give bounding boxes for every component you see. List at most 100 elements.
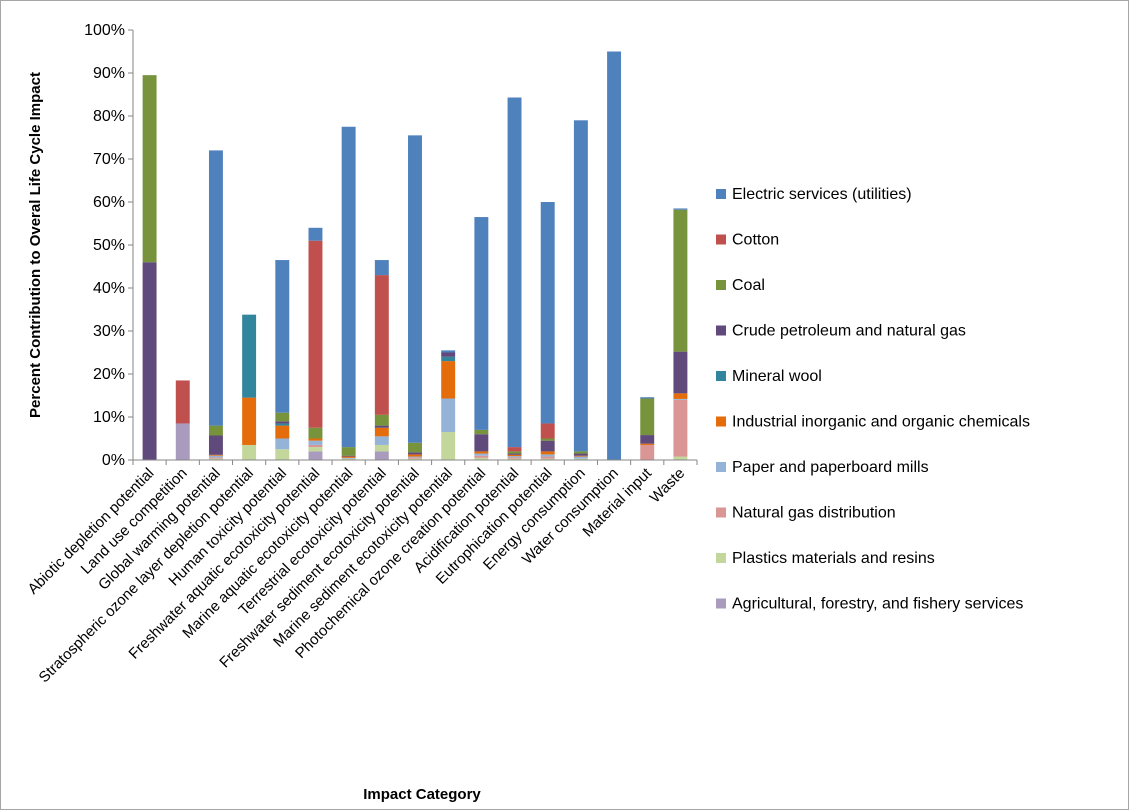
bar-segment bbox=[275, 412, 290, 422]
bar-segment bbox=[275, 421, 290, 424]
bar-stack bbox=[507, 97, 522, 460]
legend-label: Paper and paperboard mills bbox=[732, 459, 929, 476]
y-axis-title: Percent Contribution to Overal Life Cycl… bbox=[27, 72, 44, 418]
bar-stack bbox=[374, 260, 389, 460]
bar-segment bbox=[208, 457, 223, 459]
legend-item: Electric services (utilities) bbox=[716, 186, 912, 203]
bar-stack bbox=[441, 350, 456, 460]
bar-segment bbox=[374, 451, 389, 460]
bar-segment bbox=[142, 262, 157, 460]
bar-segment bbox=[441, 352, 456, 357]
bar-segment bbox=[341, 456, 356, 458]
bar-segment bbox=[374, 414, 389, 426]
bar-segment bbox=[673, 398, 688, 400]
legend-swatch bbox=[716, 371, 726, 381]
bar-segment bbox=[175, 380, 190, 424]
bar-segment bbox=[341, 457, 356, 459]
bar-segment bbox=[474, 455, 489, 458]
bar-segment bbox=[507, 451, 522, 454]
legend-swatch bbox=[716, 598, 726, 609]
bar-segment bbox=[540, 438, 555, 441]
bar-segment bbox=[673, 399, 688, 457]
legend-label: Mineral wool bbox=[732, 368, 822, 385]
bar-segment bbox=[308, 444, 323, 448]
bar-segment bbox=[408, 456, 422, 458]
bar-segment bbox=[507, 453, 522, 455]
bar-segment bbox=[341, 447, 356, 456]
legend-label: Natural gas distribution bbox=[732, 505, 896, 522]
bar-segment bbox=[374, 425, 389, 428]
bar-segment bbox=[507, 454, 522, 457]
bar-segment bbox=[507, 457, 522, 459]
legend-swatch bbox=[716, 462, 726, 472]
bar-segment bbox=[308, 438, 323, 441]
bar-segment bbox=[408, 457, 422, 459]
bar-segment bbox=[507, 456, 522, 458]
bar-segment bbox=[408, 135, 422, 443]
bar-segment bbox=[441, 398, 456, 433]
bar-segment bbox=[308, 227, 323, 241]
legend-swatch bbox=[716, 416, 726, 427]
bar-segment bbox=[441, 432, 456, 460]
bar-segment bbox=[208, 454, 223, 456]
bar-segment bbox=[673, 208, 688, 210]
legend-swatch bbox=[716, 553, 726, 563]
bar-segment bbox=[673, 351, 688, 394]
bar-stack bbox=[408, 135, 422, 460]
bar-segment bbox=[474, 434, 489, 452]
bar-segment bbox=[208, 458, 223, 460]
legend-swatch bbox=[716, 507, 726, 518]
y-axis-ticks: 0% 10% 20% 30% 40% 50% 60% 70% 80% 90% 100% bbox=[84, 22, 133, 469]
bar-segment bbox=[208, 425, 223, 436]
legend-swatch bbox=[716, 234, 726, 245]
bar-segment bbox=[640, 435, 655, 444]
bar-stacks bbox=[142, 51, 688, 460]
bar-segment bbox=[474, 217, 489, 430]
legend-label: Agricultural, forestry, and fishery serv… bbox=[732, 596, 1023, 613]
bar-segment bbox=[474, 453, 489, 456]
bar-stack bbox=[208, 150, 223, 460]
bar-segment bbox=[474, 451, 489, 454]
y-tick-label: 90% bbox=[93, 65, 125, 82]
bar-segment bbox=[208, 455, 223, 458]
legend-item: Paper and paperboard mills bbox=[716, 459, 929, 476]
bar-segment bbox=[408, 458, 422, 460]
bar-stack bbox=[242, 314, 257, 460]
bar-segment bbox=[242, 444, 257, 460]
bar-segment bbox=[540, 202, 555, 424]
bar-segment bbox=[607, 51, 622, 460]
bar-stack bbox=[474, 217, 489, 460]
bar-segment bbox=[540, 440, 555, 452]
bar-segment bbox=[673, 456, 688, 460]
legend-label: Crude petroleum and natural gas bbox=[732, 323, 966, 340]
bar-segment bbox=[308, 240, 323, 428]
bar-segment bbox=[208, 435, 223, 455]
y-tick-label: 40% bbox=[93, 280, 125, 297]
bar-segment bbox=[540, 423, 555, 439]
bar-segment bbox=[540, 458, 555, 460]
bar-stack bbox=[308, 227, 323, 460]
bar-stack bbox=[607, 51, 622, 460]
legend-item: Agricultural, forestry, and fishery serv… bbox=[716, 596, 1023, 613]
legend-label: Plastics materials and resins bbox=[732, 550, 935, 567]
bar-segment bbox=[640, 397, 655, 399]
bar-segment bbox=[640, 444, 655, 460]
legend-swatch bbox=[716, 325, 726, 336]
bar-segment bbox=[540, 451, 555, 455]
bar-segment bbox=[441, 356, 456, 362]
bar-segment bbox=[175, 423, 190, 460]
axes bbox=[132, 30, 697, 461]
bar-stack bbox=[640, 397, 655, 460]
bar-segment bbox=[573, 456, 588, 459]
bar-stack bbox=[275, 260, 290, 460]
legend-item: Mineral wool bbox=[716, 368, 822, 385]
bar-stack bbox=[573, 120, 588, 460]
bar-segment bbox=[507, 97, 522, 448]
legend-item: Coal bbox=[716, 277, 765, 294]
bar-segment bbox=[308, 440, 323, 445]
y-tick-label: 100% bbox=[84, 22, 125, 39]
bar-segment bbox=[341, 455, 356, 457]
legend-label: Coal bbox=[732, 277, 765, 294]
